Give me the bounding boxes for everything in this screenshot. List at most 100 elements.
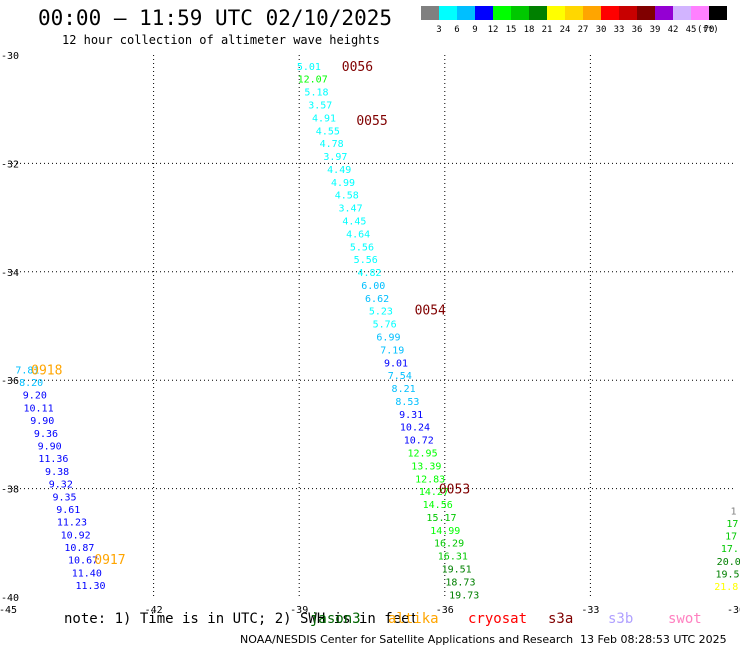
legend-label: 6 [454,25,460,35]
legend-label: 3 [436,25,442,35]
wave-height-value: 19.73 [449,590,479,601]
legend-swatch [655,6,673,20]
wave-height-value: 5.76 [373,320,397,331]
wave-height-value: 17. [721,544,739,555]
wave-height-value: 10.92 [61,530,91,541]
mission-altika: altika [388,611,439,627]
legend-swatch [619,6,637,20]
wave-height-value: 10.67 [68,556,98,567]
mission-s3a: s3a [548,611,574,627]
legend-label: 45 [685,25,697,35]
wave-height-value: 14.99 [430,526,460,537]
wave-height-value: 8.21 [392,384,416,395]
pass-time-label: 0917 [94,553,125,568]
wave-height-value: 16.29 [434,539,464,550]
wave-height-value: 16.31 [438,552,468,563]
legend-swatch [457,6,475,20]
legend-swatch [637,6,655,20]
wave-height-value: 8.53 [395,397,419,408]
legend-swatch [601,6,619,20]
wave-height-value: 14.56 [423,500,453,511]
wave-height-value: 3.97 [323,152,347,163]
wave-height-value: 6.99 [376,333,400,344]
lat-tick-label: -40 [1,593,19,604]
wave-height-value: 6.62 [365,294,389,305]
legend-swatch [439,6,457,20]
wave-height-value: 8.20 [19,378,43,389]
lon-tick-label: -45 [0,605,17,616]
wave-height-value: 10.11 [23,403,53,414]
pass-time-label: 0056 [342,60,373,75]
legend-swatch [691,6,709,20]
wave-height-value: 3.57 [308,101,332,112]
legend-label: 33 [613,25,625,35]
wave-height-value: 5.01 [297,62,321,73]
wave-height-value: 4.55 [316,126,340,137]
credit-line: NOAA/NESDIS Center for Satellite Applica… [240,633,574,646]
lat-tick-label: -30 [1,51,19,62]
footer-note: note: 1) Time is in UTC; 2) SWH is in fe… [64,611,419,627]
wave-height-value: 12.95 [407,449,437,460]
wave-height-value: 4.45 [342,217,366,228]
wave-height-value: 19.5 [715,570,739,581]
mission-swot: swot [668,611,702,627]
mission-jason3: jason3 [310,611,361,627]
wave-height-value: 12.07 [298,75,328,86]
wave-height-value: 18.73 [445,577,475,588]
wave-height-value: 11.23 [57,518,87,529]
wave-height-value: 4.58 [335,191,359,202]
legend-unit: (ft) [697,25,719,35]
wave-height-value: 7.54 [388,371,412,382]
wave-height-value: 9.90 [38,441,62,452]
legend-swatch [547,6,565,20]
lon-tick-label: -39 [290,605,308,616]
lon-tick-label: -30 [727,605,740,616]
wave-height-value: 10.24 [400,423,430,434]
legend-swatch [421,6,439,20]
legend-label: 15 [505,25,517,35]
legend-label: 21 [541,25,553,35]
legend-label: 9 [472,25,478,35]
wave-height-value: 19.51 [442,565,472,576]
legend-label: 12 [487,25,499,35]
wave-height-value: 11.30 [75,581,105,592]
wave-height-value: 9.61 [56,505,80,516]
wave-height-value: 11.40 [72,568,102,579]
wave-height-value: 9.36 [34,429,58,440]
lat-tick-label: -32 [1,159,19,170]
legend-label: 36 [631,25,643,35]
mission-s3b: s3b [608,611,634,627]
wave-height-value: 4.99 [331,178,355,189]
legend-label: 42 [667,25,679,35]
lon-tick-label: -33 [581,605,599,616]
wave-height-value: 13.39 [411,461,441,472]
wave-height-value: 14.27 [419,487,449,498]
wave-height-value: 11.36 [38,454,68,465]
wave-height-value: 10.87 [64,543,94,554]
generated-timestamp: 13 Feb 08:28:53 UTC 2025 [580,633,727,646]
legend-swatch [673,6,691,20]
wave-height-value: 10.72 [404,436,434,447]
wave-height-value: 12.83 [415,474,445,485]
wave-height-value: 9.90 [30,416,54,427]
wave-height-value: 9.20 [23,391,47,402]
wave-height-value: 6.00 [361,281,385,292]
legend-swatch [709,6,727,20]
pass-time-label: 0053 [439,483,470,498]
wave-height-value: 21.8 [714,582,738,593]
wave-height-value: 15.17 [426,513,456,524]
legend-swatch [565,6,583,20]
pass-time-label: 0054 [415,304,446,319]
wave-height-value: 9.35 [52,492,76,503]
wave-height-value: 5.56 [350,242,374,253]
page-title: 00:00 – 11:59 UTC 02/10/2025 [38,6,393,30]
wave-height-value: 7.81 [15,365,39,376]
pass-time-label: 0055 [356,114,387,129]
legend-swatch [511,6,529,20]
wave-height-value: 17 [726,519,738,530]
wave-height-value: 9.38 [45,467,69,478]
wave-height-value: 4.78 [320,139,344,150]
wave-height-value: 4.49 [327,165,351,176]
legend-label: 24 [559,25,571,35]
